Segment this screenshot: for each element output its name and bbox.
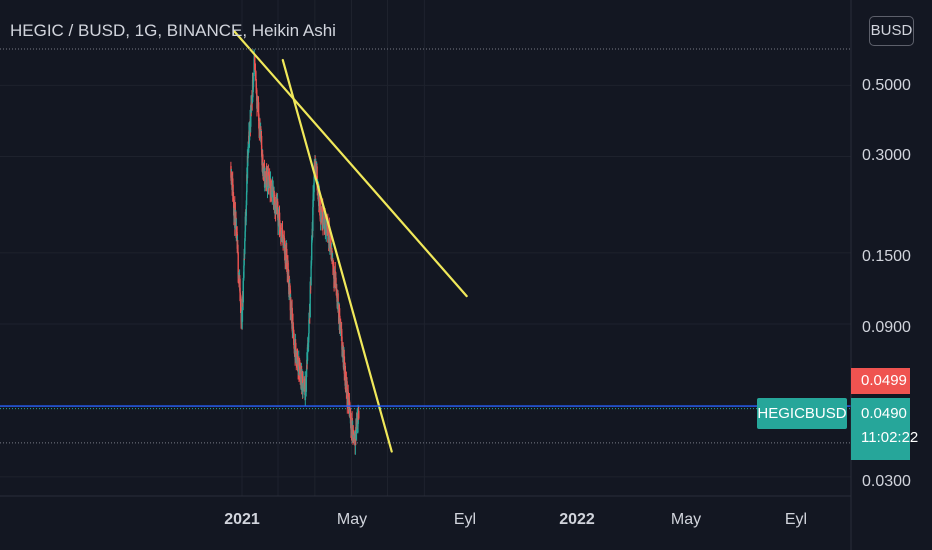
candle-body	[322, 207, 324, 220]
candle-body	[311, 239, 313, 243]
candle-body	[264, 171, 266, 175]
symbol-label: HEGICBUSD	[757, 398, 847, 429]
candle-body	[255, 71, 257, 79]
candle-body	[358, 410, 360, 419]
candle-body	[246, 155, 249, 179]
candle-body	[292, 326, 295, 330]
chart-grid	[0, 0, 851, 496]
candle-body	[260, 135, 263, 150]
candle-body	[252, 76, 255, 88]
last-price-value: 0.0490	[861, 405, 907, 422]
candle-body	[241, 299, 244, 322]
time-axis-tick: May	[336, 511, 368, 528]
candle-body	[310, 265, 312, 286]
candle-body	[253, 58, 255, 77]
trendline	[281, 58, 393, 453]
price-axis-tick: 0.0900	[862, 319, 911, 336]
candle-body	[308, 319, 310, 334]
high-price-label: 0.0499	[851, 368, 910, 394]
candle-body	[322, 222, 325, 229]
time-axis-tick: 2021	[224, 511, 260, 528]
candle-body	[312, 207, 314, 231]
price-axis-tick: 0.5000	[862, 77, 911, 94]
candle-body	[243, 265, 245, 278]
price-axis-tick: 0.3000	[862, 147, 911, 164]
candle-body	[344, 366, 346, 383]
candle-body	[254, 70, 257, 72]
candle-body	[291, 307, 293, 323]
candle-body	[312, 194, 314, 208]
candle-body	[295, 348, 297, 351]
candle-body	[262, 154, 264, 167]
candle-body	[319, 191, 321, 208]
candle-body	[309, 289, 311, 318]
candle-body	[305, 377, 307, 392]
candle-body	[237, 252, 239, 275]
candle-body	[244, 241, 246, 254]
time-axis-tick: Eyl	[784, 511, 808, 528]
candle-body	[341, 336, 343, 350]
candle-body	[311, 242, 313, 261]
candle-body	[239, 278, 241, 293]
candle-body	[278, 212, 281, 228]
time-axis-tick: May	[670, 511, 702, 528]
candle-body	[289, 285, 291, 291]
candle-body	[316, 166, 318, 185]
last-price-label: 0.0490 11:02:22	[851, 398, 919, 460]
candle-body	[271, 191, 274, 198]
candle-body	[242, 280, 244, 303]
candle-body	[256, 89, 258, 101]
candle-body	[273, 194, 276, 211]
candle-body	[347, 391, 349, 402]
price-axis-tick: 0.1500	[862, 248, 911, 265]
candle-body	[245, 192, 248, 206]
time-axis-tick: Eyl	[453, 511, 477, 528]
candles	[230, 49, 360, 455]
candle-body	[302, 385, 305, 388]
candle-body	[296, 356, 299, 365]
bar-countdown: 11:02:22	[861, 429, 919, 446]
candle-body	[338, 308, 341, 326]
candle-body	[305, 368, 308, 378]
candle-body	[313, 176, 315, 193]
candle-body	[304, 385, 307, 401]
chart-title: HEGIC / BUSD, 1G, BINANCE, Heikin Ashi	[10, 21, 336, 40]
currency-button[interactable]: BUSD	[869, 16, 914, 46]
candle-body	[237, 244, 239, 253]
candle-body	[257, 102, 260, 115]
chart-lines	[0, 29, 851, 453]
candle-body	[346, 381, 348, 398]
trendline	[232, 29, 468, 298]
candle-body	[352, 425, 354, 436]
candle-body	[306, 347, 309, 361]
time-axis-tick: 2022	[559, 511, 595, 528]
candle-body	[335, 277, 337, 287]
candle-body	[331, 250, 333, 259]
price-axis-tick: 0.0300	[862, 473, 911, 490]
